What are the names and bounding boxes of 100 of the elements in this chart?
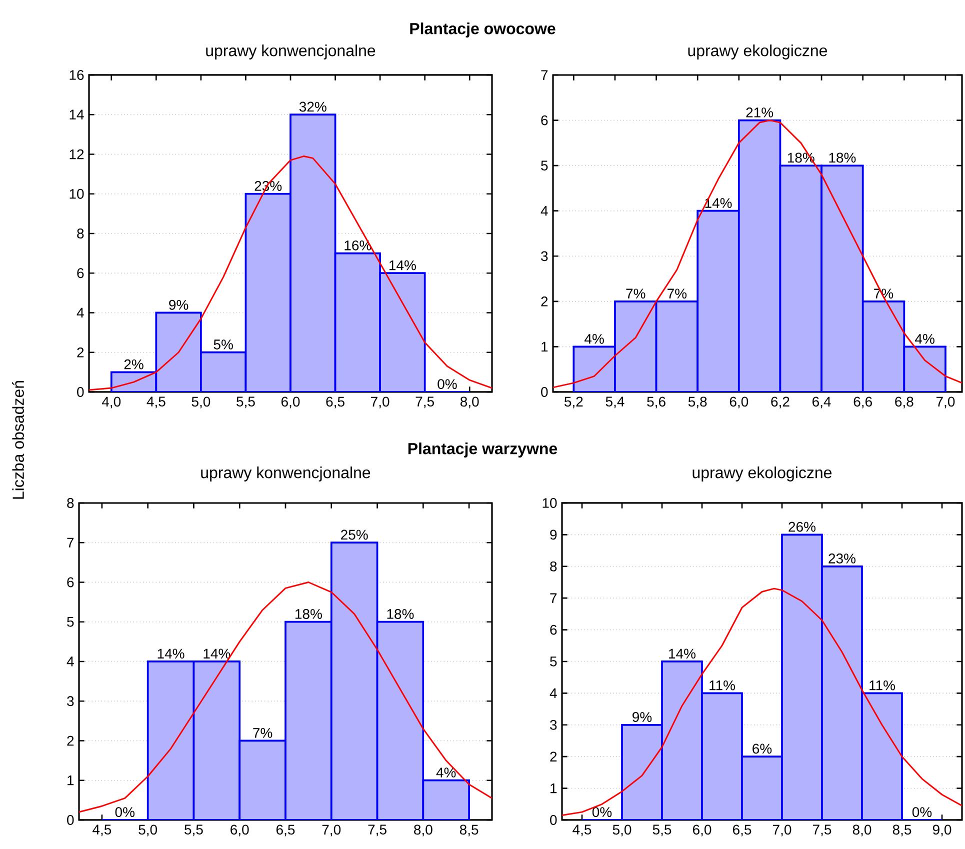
y-tick-label: 6 <box>550 624 557 635</box>
x-tick-label: 4,5 <box>146 396 166 408</box>
annotation: 4% <box>915 334 934 344</box>
x-tick-label: 4,5 <box>92 824 112 836</box>
annotation: 7% <box>626 288 646 298</box>
y-tick-label: 2 <box>550 752 557 762</box>
chart-subtitle: uprawy ekologiczne <box>692 466 832 482</box>
y-tick-label: 5 <box>550 656 557 666</box>
y-tick-label: 6 <box>541 115 548 126</box>
annotation: 21% <box>746 108 774 118</box>
x-tick-label: 7,0 <box>371 396 390 408</box>
y-tick-label: 10 <box>542 498 557 508</box>
x-tick-label: 8,0 <box>460 396 479 408</box>
x-tick-label: 5,5 <box>184 824 203 836</box>
x-tick-label: 6,0 <box>230 824 249 836</box>
annotation: 0% <box>438 379 457 390</box>
x-tick-label: 6,8 <box>895 396 914 408</box>
x-tick-label: 6,4 <box>812 396 831 408</box>
y-tick-label: 4 <box>76 308 84 318</box>
annotation: 18% <box>829 152 856 163</box>
annotation: 11% <box>710 680 735 690</box>
annotation: 14% <box>158 648 184 659</box>
x-tick-label: 6,5 <box>276 824 295 836</box>
y-tick-label: 14 <box>70 110 84 120</box>
chart-title: Plantacje warzywne <box>408 442 558 458</box>
y-tick-label: 0 <box>77 387 84 397</box>
y-tick-label: 5 <box>67 616 74 627</box>
x-tick-label: 6,6 <box>854 396 872 408</box>
chart-subtitle: uprawy konwencjonalne <box>206 44 376 60</box>
y-tick-label: 9 <box>550 530 557 540</box>
y-tick-label: 3 <box>550 720 557 730</box>
annotation: 7% <box>668 288 687 298</box>
x-tick-label: 6,0 <box>281 396 300 408</box>
y-tick-label: 4 <box>66 656 74 666</box>
y-tick-label: 2 <box>77 347 84 358</box>
annotation: 6% <box>752 744 772 754</box>
x-tick-label: 6,5 <box>732 824 752 836</box>
chart-title: Plantacje owocowe <box>410 22 556 38</box>
annotation: 2% <box>124 359 144 370</box>
annotation: 14% <box>204 648 230 659</box>
chart-subtitle: uprawy konwencjonalne <box>201 466 370 482</box>
x-tick-label: 8,0 <box>852 824 872 836</box>
annotation: 11% <box>870 680 895 690</box>
y-axis-title: Liczba obsadzeń <box>12 380 24 499</box>
y-tick-label: 0 <box>67 815 74 825</box>
x-tick-label: 7,0 <box>322 824 341 836</box>
x-tick-label: 5,2 <box>564 396 583 408</box>
annotation: 9% <box>632 712 652 722</box>
x-tick-label: 5,5 <box>236 396 255 408</box>
annotation: 7% <box>253 728 272 738</box>
y-tick-label: 7 <box>550 593 557 603</box>
x-tick-label: 6,0 <box>692 824 712 836</box>
annotation: 32% <box>299 102 326 112</box>
x-tick-label: 5,8 <box>688 396 707 408</box>
y-tick-label: 0 <box>550 815 557 825</box>
annotation: 18% <box>296 609 322 619</box>
x-tick-label: 5,0 <box>612 824 632 836</box>
x-tick-label: 5,0 <box>192 396 210 408</box>
y-tick-label: 5 <box>541 160 548 170</box>
annotation: 14% <box>390 260 416 270</box>
annotation: 5% <box>214 340 233 350</box>
annotation: 4% <box>584 334 604 344</box>
y-tick-label: 6 <box>77 268 84 278</box>
x-tick-label: 9,0 <box>932 824 952 836</box>
x-tick-label: 5,4 <box>606 396 624 408</box>
annotation: 0% <box>115 807 134 818</box>
x-tick-label: 7,5 <box>812 824 832 836</box>
y-tick-label: 1 <box>542 342 548 352</box>
y-tick-label: 8 <box>550 561 557 572</box>
x-tick-label: 6,2 <box>771 396 790 408</box>
x-tick-label: 7,5 <box>368 824 386 836</box>
x-tick-label: 8,0 <box>414 824 432 836</box>
annotation: 26% <box>788 522 816 532</box>
annotation: 9% <box>169 300 188 310</box>
x-tick-label: 8,5 <box>892 824 912 836</box>
x-tick-label: 6,5 <box>326 396 344 408</box>
y-tick-label: 12 <box>70 149 84 160</box>
annotation: 25% <box>341 530 368 540</box>
y-tick-label: 1 <box>550 783 557 794</box>
x-tick-label: 5,5 <box>652 824 672 836</box>
y-tick-label: 4 <box>550 688 557 698</box>
y-tick-label: 8 <box>77 228 84 238</box>
y-tick-label: 3 <box>67 696 74 706</box>
x-tick-label: 5,0 <box>138 824 158 836</box>
y-tick-label: 10 <box>70 188 84 199</box>
x-tick-label: 8,5 <box>460 824 478 836</box>
y-tick-label: 16 <box>70 70 84 80</box>
y-tick-label: 7 <box>541 70 548 80</box>
annotation: 14% <box>669 648 696 659</box>
x-tick-label: 4,5 <box>572 824 592 836</box>
annotation: 23% <box>828 554 856 564</box>
x-tick-label: 4,0 <box>102 396 121 408</box>
x-tick-label: 7,5 <box>416 396 434 408</box>
y-tick-label: 6 <box>67 577 74 588</box>
y-tick-label: 0 <box>541 387 548 397</box>
y-tick-label: 8 <box>67 498 74 508</box>
y-tick-label: 1 <box>68 776 74 786</box>
x-tick-label: 6,0 <box>730 396 748 408</box>
annotation: 0% <box>592 807 612 818</box>
y-tick-label: 2 <box>541 296 548 306</box>
